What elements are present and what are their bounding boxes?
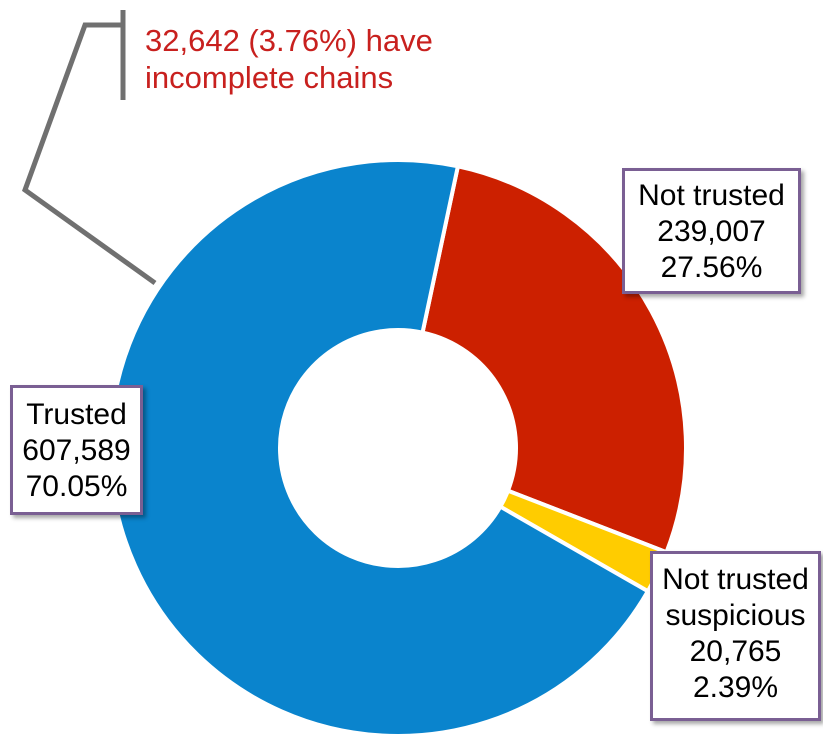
label-suspicious-count: 20,765 bbox=[689, 635, 782, 668]
label-not-trusted: Not trusted 239,007 27.56% bbox=[622, 168, 801, 294]
label-trusted-count: 607,589 bbox=[22, 434, 131, 467]
label-not-trusted-count: 239,007 bbox=[657, 215, 766, 248]
label-trusted-name: Trusted bbox=[26, 398, 127, 431]
annotation-line-1: 32,642 (3.76%) have bbox=[145, 23, 433, 58]
slice-not-trusted bbox=[420, 164, 688, 555]
label-trusted: Trusted 607,589 70.05% bbox=[10, 385, 143, 515]
donut-slices bbox=[108, 158, 688, 737]
label-suspicious-name-2: suspicious bbox=[665, 599, 806, 632]
label-suspicious-name-1: Not trusted bbox=[662, 563, 809, 596]
label-trusted-percent: 70.05% bbox=[25, 470, 128, 503]
slice-trusted bbox=[108, 158, 650, 737]
label-not-trusted-name: Not trusted bbox=[638, 179, 785, 212]
annotation-line-2: incomplete chains bbox=[145, 60, 394, 95]
annotation-callout-line bbox=[22, 10, 157, 286]
label-not-trusted-percent: 27.56% bbox=[660, 251, 763, 284]
label-suspicious-percent: 2.39% bbox=[692, 671, 779, 704]
incomplete-chains-annotation: 32,642 (3.76%) have incomplete chains bbox=[145, 22, 433, 96]
label-not-trusted-suspicious: Not trusted suspicious 20,765 2.39% bbox=[650, 551, 821, 721]
